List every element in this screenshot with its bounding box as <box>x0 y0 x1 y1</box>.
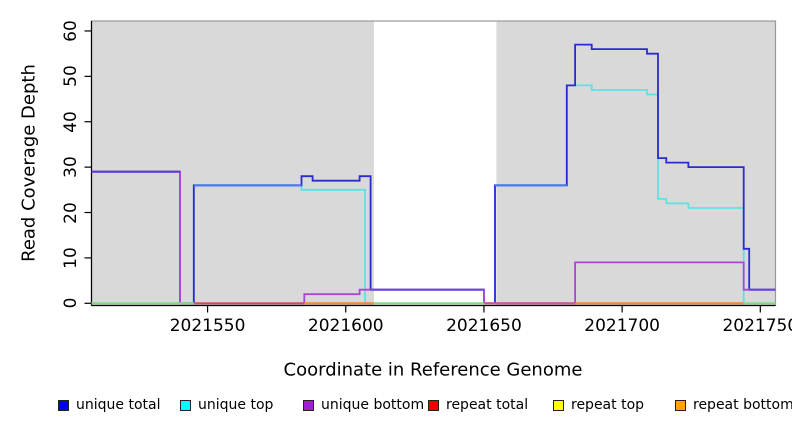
legend-swatch-icon <box>553 399 564 411</box>
y-tick-label: 50 <box>61 65 81 88</box>
y-tick-label: 30 <box>61 156 81 178</box>
y-tick-label: 20 <box>61 201 81 224</box>
legend-swatch-icon <box>58 399 69 411</box>
shaded-region <box>496 21 776 305</box>
legend-swatch-icon <box>675 399 686 411</box>
x-tick-label: 2021750 <box>722 316 792 336</box>
legend-label: repeat total <box>446 397 529 413</box>
legend-swatch-icon <box>303 399 314 411</box>
series-line-unique-total <box>91 43 776 305</box>
legend-label: repeat bottom <box>693 397 792 413</box>
legend-item-unique-total: unique total <box>58 398 160 412</box>
legend-label: repeat top <box>571 397 645 413</box>
x-tick-label: 2021700 <box>584 316 660 336</box>
legend-item-repeat-top: repeat top <box>553 398 644 412</box>
legend-swatch-icon <box>428 399 439 411</box>
x-tick-label: 2021600 <box>307 316 384 336</box>
legend-item-repeat-bottom: repeat bottom <box>675 398 792 412</box>
shaded-region <box>91 21 374 305</box>
y-axis-label: Read Coverage Depth <box>18 64 40 262</box>
y-tick-label: 40 <box>61 110 81 133</box>
legend-label: unique top <box>198 397 274 413</box>
legend-item-unique-top: unique top <box>180 398 273 412</box>
x-tick-label: 2021550 <box>169 316 246 336</box>
y-tick-label: 10 <box>61 247 81 269</box>
legend-item-repeat-total: repeat total <box>428 398 528 412</box>
y-tick-label: 60 <box>61 20 81 42</box>
x-tick-label: 2021650 <box>446 316 522 336</box>
legend-item-unique-bottom: unique bottom <box>303 398 424 412</box>
y-tick-label: 0 <box>61 297 81 309</box>
x-axis-label: Coordinate in Reference Genome <box>283 359 583 381</box>
legend-label: unique bottom <box>321 397 425 413</box>
legend-swatch-icon <box>180 399 191 411</box>
legend-label: unique total <box>76 397 161 413</box>
